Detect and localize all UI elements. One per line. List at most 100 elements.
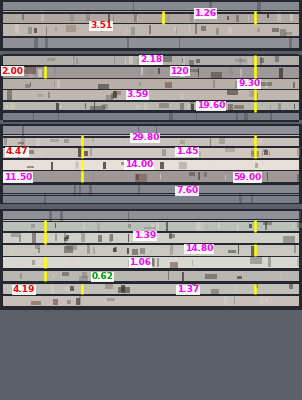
Bar bbox=[3, 294, 299, 295]
Bar bbox=[249, 57, 252, 66]
Bar bbox=[90, 106, 101, 110]
Bar bbox=[3, 66, 299, 78]
Bar bbox=[262, 151, 263, 156]
Bar bbox=[198, 172, 200, 180]
Bar bbox=[3, 126, 299, 136]
Bar bbox=[114, 247, 117, 252]
Bar bbox=[137, 58, 139, 64]
Bar bbox=[3, 89, 299, 90]
Bar bbox=[219, 136, 225, 144]
Bar bbox=[206, 225, 207, 229]
Bar bbox=[179, 150, 183, 155]
Text: 1.37: 1.37 bbox=[177, 286, 199, 294]
Bar bbox=[111, 93, 114, 99]
Bar bbox=[169, 234, 175, 238]
Bar bbox=[228, 104, 233, 111]
Bar bbox=[90, 148, 92, 156]
Text: 14.80: 14.80 bbox=[185, 244, 214, 253]
Bar bbox=[28, 27, 32, 34]
Bar bbox=[138, 185, 140, 195]
Bar bbox=[244, 112, 248, 120]
Bar bbox=[3, 244, 299, 256]
Bar bbox=[216, 103, 218, 109]
Bar bbox=[160, 298, 161, 302]
Bar bbox=[3, 220, 299, 232]
Bar bbox=[258, 235, 260, 242]
Bar bbox=[248, 15, 249, 20]
Bar bbox=[190, 102, 194, 110]
Bar bbox=[255, 163, 258, 168]
Bar bbox=[210, 72, 223, 78]
Bar bbox=[254, 284, 255, 293]
Bar bbox=[297, 174, 300, 182]
Bar bbox=[3, 120, 299, 122]
Bar bbox=[66, 245, 77, 250]
Bar bbox=[189, 25, 190, 34]
Bar bbox=[113, 91, 121, 95]
Bar bbox=[149, 25, 151, 34]
Bar bbox=[229, 67, 233, 76]
Bar bbox=[160, 162, 164, 169]
Bar bbox=[74, 185, 76, 195]
Bar bbox=[176, 148, 179, 157]
Bar bbox=[79, 296, 81, 305]
Bar bbox=[281, 272, 282, 279]
Bar bbox=[3, 231, 299, 232]
Bar bbox=[162, 149, 166, 156]
Bar bbox=[3, 282, 299, 284]
Bar bbox=[136, 174, 139, 180]
Bar bbox=[3, 244, 299, 245]
Bar bbox=[49, 92, 50, 98]
Bar bbox=[204, 237, 208, 241]
Bar bbox=[79, 185, 81, 195]
Bar bbox=[4, 138, 8, 146]
Bar bbox=[3, 281, 299, 282]
Bar bbox=[30, 82, 31, 87]
Bar bbox=[51, 286, 53, 292]
Bar bbox=[38, 94, 43, 98]
Bar bbox=[3, 271, 299, 281]
Bar bbox=[297, 258, 299, 266]
Bar bbox=[227, 16, 229, 20]
Bar bbox=[182, 272, 184, 281]
Bar bbox=[38, 248, 40, 253]
Bar bbox=[236, 15, 239, 22]
Bar bbox=[76, 161, 79, 170]
Bar bbox=[25, 66, 36, 74]
Bar bbox=[3, 219, 299, 220]
Bar bbox=[135, 174, 146, 182]
Bar bbox=[3, 2, 299, 12]
Bar bbox=[178, 259, 179, 266]
Bar bbox=[98, 235, 102, 242]
Bar bbox=[134, 14, 137, 22]
Bar bbox=[104, 162, 106, 169]
Text: 14.00: 14.00 bbox=[125, 160, 153, 169]
Bar bbox=[118, 287, 130, 293]
Bar bbox=[46, 26, 47, 36]
Bar bbox=[249, 224, 252, 228]
Bar bbox=[166, 221, 168, 231]
Bar bbox=[108, 14, 110, 22]
Bar bbox=[3, 112, 299, 113]
Bar bbox=[76, 162, 78, 168]
Bar bbox=[3, 170, 299, 171]
Bar bbox=[110, 234, 113, 241]
Bar bbox=[243, 248, 244, 253]
Bar bbox=[196, 221, 200, 232]
Bar bbox=[172, 69, 174, 73]
Bar bbox=[199, 222, 204, 232]
Bar bbox=[51, 162, 53, 170]
Bar bbox=[235, 81, 239, 88]
Bar bbox=[106, 95, 113, 100]
Bar bbox=[55, 234, 57, 241]
Bar bbox=[98, 84, 109, 89]
Bar bbox=[3, 193, 299, 194]
Bar bbox=[53, 299, 58, 305]
Bar bbox=[260, 57, 262, 66]
Bar bbox=[107, 298, 114, 301]
Bar bbox=[69, 286, 73, 291]
Bar bbox=[126, 28, 127, 32]
Bar bbox=[153, 258, 156, 268]
Bar bbox=[44, 194, 46, 203]
Bar bbox=[94, 102, 95, 110]
